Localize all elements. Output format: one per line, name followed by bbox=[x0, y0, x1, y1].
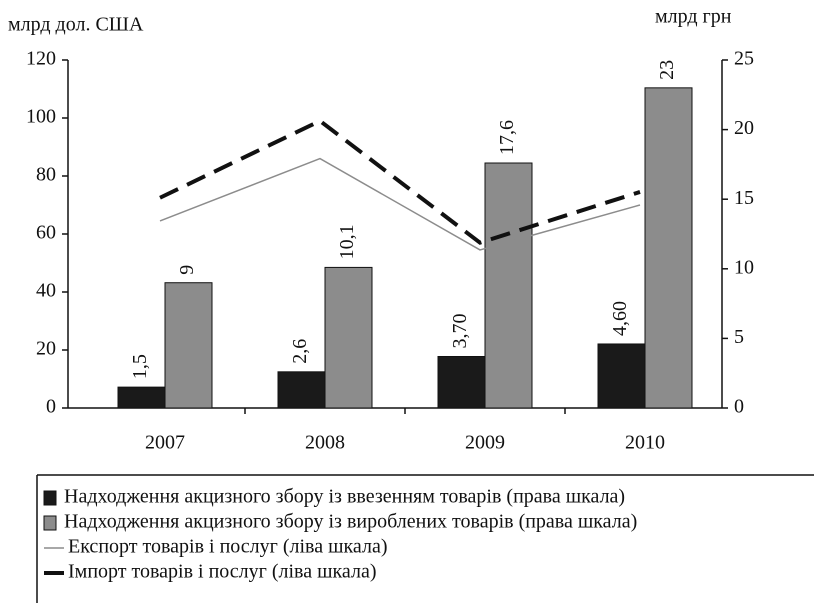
x-tick-label: 2010 bbox=[625, 432, 665, 454]
legend-label: Імпорт товарів і послуг (ліва шкала) bbox=[68, 561, 377, 583]
x-tick-label: 2009 bbox=[465, 432, 505, 454]
y2-tick-label: 15 bbox=[734, 187, 754, 209]
y-tick-label: 40 bbox=[36, 280, 56, 302]
bar bbox=[277, 371, 326, 409]
bar bbox=[597, 343, 646, 409]
bar bbox=[484, 162, 533, 409]
value-label: 2,6 bbox=[289, 339, 311, 364]
y2-tick-label: 0 bbox=[734, 396, 744, 418]
y-tick-label: 120 bbox=[26, 48, 56, 70]
value-label: 10,1 bbox=[336, 224, 358, 259]
bar bbox=[437, 355, 486, 409]
y2-tick-label: 25 bbox=[734, 48, 754, 70]
legend-label: Надходження акцизного збору із ввезенням… bbox=[64, 486, 625, 508]
line-series bbox=[159, 157, 641, 251]
x-tick-label: 2007 bbox=[145, 432, 185, 454]
y2-tick-label: 20 bbox=[734, 117, 754, 139]
value-label: 23 bbox=[656, 60, 678, 80]
legend-label: Експорт товарів і послуг (ліва шкала) bbox=[68, 536, 387, 558]
bar bbox=[644, 87, 693, 409]
bar bbox=[324, 266, 373, 409]
y-tick-label: 20 bbox=[36, 338, 56, 360]
bar bbox=[164, 282, 213, 409]
legend-swatch bbox=[43, 515, 57, 531]
value-label: 9 bbox=[176, 265, 198, 275]
y2-axis-title: млрд грн bbox=[655, 6, 732, 28]
y-tick-label: 100 bbox=[26, 106, 56, 128]
value-label: 1,5 bbox=[129, 354, 151, 379]
legend-swatch bbox=[43, 490, 57, 506]
line-series bbox=[159, 118, 641, 245]
value-label: 4,60 bbox=[609, 301, 631, 336]
y2-tick-label: 10 bbox=[734, 256, 754, 278]
legend-label: Надходження акцизного збору із вироблени… bbox=[64, 511, 637, 533]
y-axis-title: млрд дол. США bbox=[8, 14, 144, 36]
y2-tick-label: 5 bbox=[734, 326, 744, 348]
bar bbox=[117, 386, 166, 409]
value-label: 17,6 bbox=[496, 120, 518, 155]
value-label: 3,70 bbox=[449, 313, 471, 348]
y-tick-label: 0 bbox=[46, 396, 56, 418]
y-tick-label: 60 bbox=[36, 222, 56, 244]
y-tick-label: 80 bbox=[36, 164, 56, 186]
x-tick-label: 2008 bbox=[305, 432, 345, 454]
